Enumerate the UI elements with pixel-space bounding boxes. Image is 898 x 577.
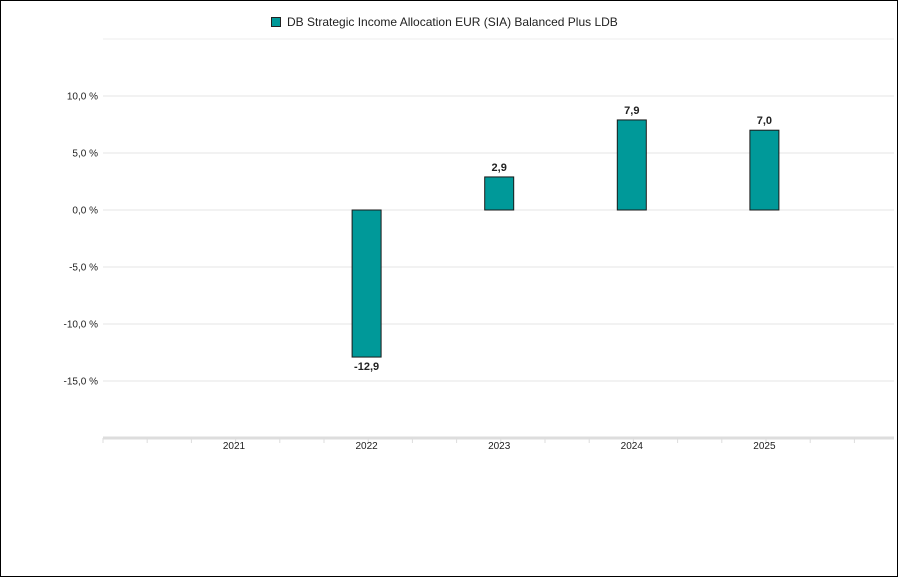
y-tick-label: -15,0 % [64, 377, 99, 388]
bar-2023 [484, 176, 515, 211]
data-label-2025: 7,0 [757, 115, 772, 127]
x-tick-label: 2022 [355, 441, 378, 452]
y-tick-label: 5,0 % [72, 149, 98, 160]
bar-2024 [616, 119, 647, 211]
x-tick-label: 2024 [621, 441, 644, 452]
x-tick-label: 2023 [488, 441, 511, 452]
legend-label: DB Strategic Income Allocation EUR (SIA)… [287, 15, 618, 29]
x-tick-label: 2021 [223, 441, 246, 452]
data-label-2022: -12,9 [354, 361, 379, 373]
y-tick-label: 0,0 % [72, 206, 98, 217]
bar-2022 [351, 209, 382, 358]
x-tick-label: 2025 [753, 441, 776, 452]
bar-2025 [749, 129, 780, 211]
y-tick-label: -5,0 % [69, 263, 98, 274]
y-tick-label: -10,0 % [64, 320, 99, 331]
data-label-2024: 7,9 [624, 105, 639, 117]
legend[interactable]: DB Strategic Income Allocation EUR (SIA)… [271, 15, 618, 29]
y-tick-label: 10,0 % [67, 92, 98, 103]
legend-swatch [271, 17, 281, 27]
data-label-2023: 2,9 [492, 162, 507, 174]
